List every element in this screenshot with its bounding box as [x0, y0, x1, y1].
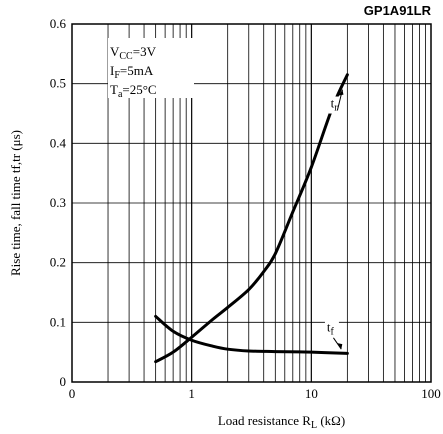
x-axis-label: Load resistance RL (kΩ): [218, 413, 345, 431]
x-tick-label: 1: [188, 386, 195, 401]
condition-symbol: T: [110, 82, 118, 97]
chart-title: GP1A91LR: [364, 3, 432, 18]
condition-value: =3V: [133, 44, 157, 59]
series-label-tf: tf: [327, 319, 335, 337]
y-tick-label: 0: [60, 374, 67, 389]
series-label-bg-tf: [324, 320, 339, 338]
y-tick-label: 0.3: [50, 195, 66, 210]
series-layer: [154, 73, 349, 364]
condition-text: IF=5mA: [110, 63, 154, 81]
plot-frame: [71, 23, 432, 383]
text-layer: GP1A91LR Rise time, fall time tf,tr (μs)…: [8, 3, 441, 431]
series-label-sub: f: [331, 326, 335, 337]
y-tick-label: 0.1: [50, 314, 66, 329]
x-axis-label-unit: (kΩ): [317, 413, 345, 428]
condition-symbol: I: [110, 63, 114, 78]
series-label-bg-tr: [328, 96, 343, 114]
condition-subscript: F: [114, 70, 120, 81]
series-label-main: t: [327, 319, 331, 334]
y-tick-label: 0.4: [50, 135, 67, 150]
series-label-tr: tr: [331, 96, 339, 114]
condition-subscript: CC: [119, 51, 133, 62]
condition-subscript: a: [118, 89, 123, 100]
conditions-box: [108, 38, 194, 98]
condition-symbol: V: [110, 44, 120, 59]
x-axis-label-main: Load resistance R: [218, 413, 311, 428]
condition-text: Ta=25°C: [110, 82, 157, 100]
series-line-tf: [154, 314, 349, 355]
y-tick-label: 0.6: [50, 16, 67, 31]
series-label-sub: r: [334, 103, 338, 114]
y-axis-label: Rise time, fall time tf,tr (μs): [8, 130, 23, 276]
condition-value: =25°C: [122, 82, 156, 97]
y-tick-label: 0.2: [50, 255, 66, 270]
condition-value: =5mA: [120, 63, 154, 78]
series-leader-tf: [333, 337, 342, 350]
series-arrowhead-tr: [338, 89, 344, 96]
y-tick-label: 0.5: [50, 76, 66, 91]
series-line-tr: [154, 73, 349, 364]
series-arrowhead-tf: [337, 343, 343, 350]
x-tick-label: 0: [69, 386, 76, 401]
x-tick-label: 100: [421, 386, 441, 401]
x-tick-label: 10: [305, 386, 318, 401]
x-axis-label-sub: L: [311, 420, 317, 431]
condition-text: VCC=3V: [110, 44, 157, 62]
series-label-main: t: [331, 96, 335, 111]
